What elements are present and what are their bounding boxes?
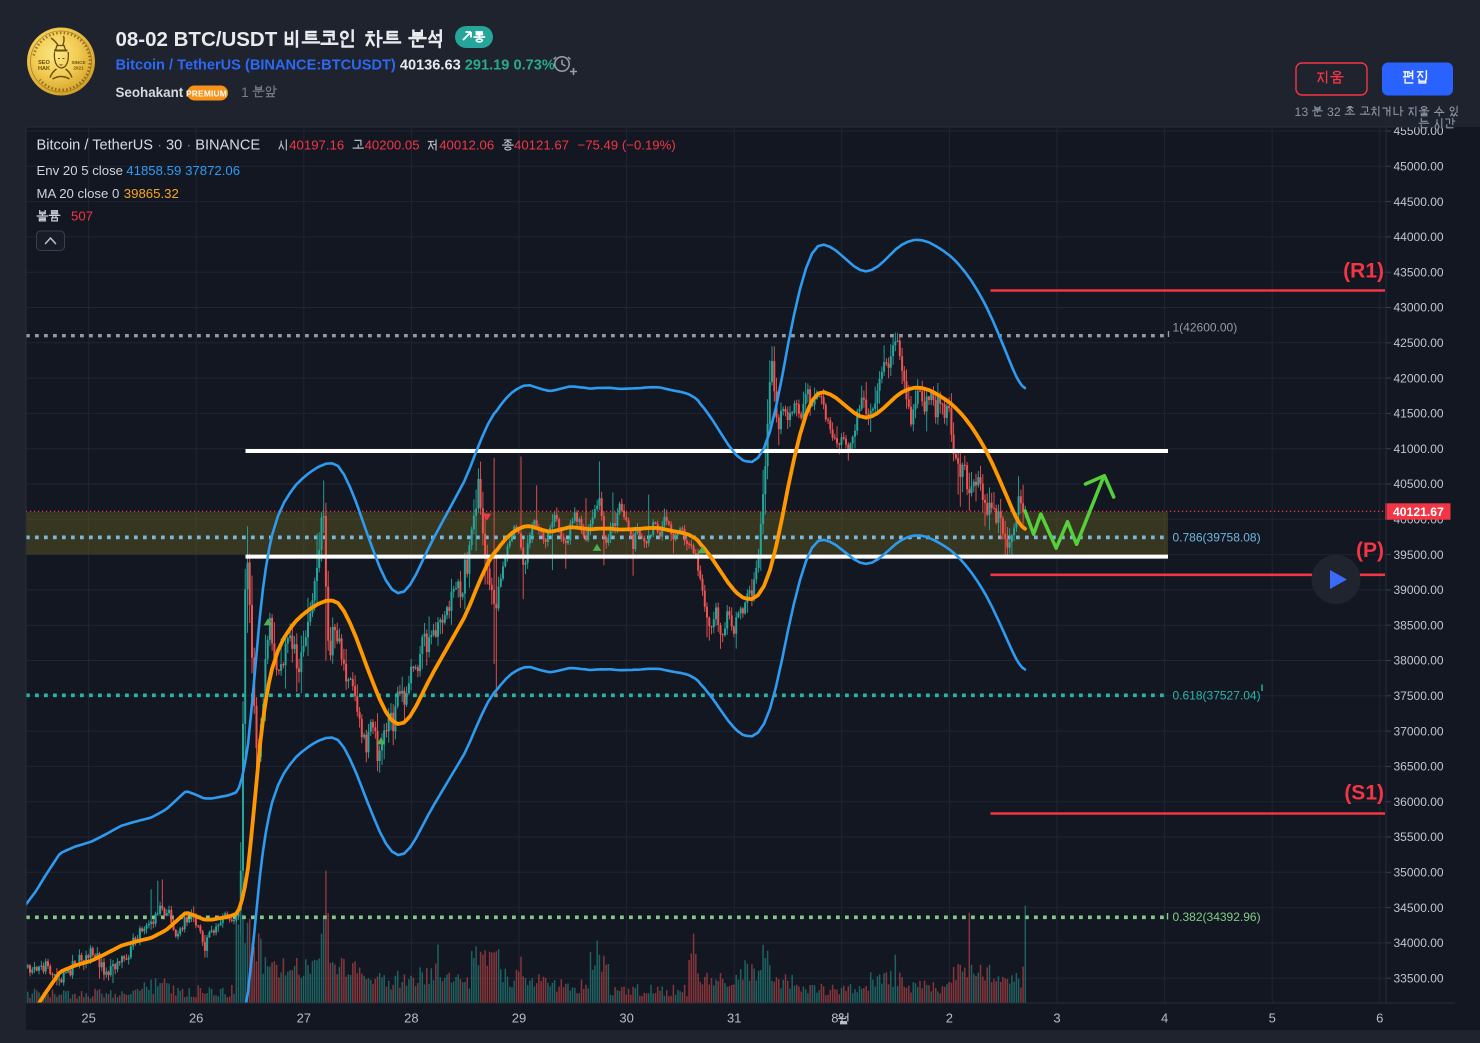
- svg-text:(S1): (S1): [1344, 782, 1384, 805]
- svg-text:−75.49 (−0.19%): −75.49 (−0.19%): [578, 138, 676, 153]
- svg-text:40200.05: 40200.05: [365, 138, 420, 153]
- svg-text:6: 6: [1376, 1011, 1383, 1026]
- svg-text:41500.00: 41500.00: [1394, 407, 1444, 421]
- svg-text:37872.06: 37872.06: [185, 163, 240, 178]
- svg-text:4: 4: [1161, 1011, 1168, 1026]
- svg-text:35500.00: 35500.00: [1394, 830, 1444, 844]
- svg-text:40197.16: 40197.16: [289, 138, 344, 153]
- svg-text:36000.00: 36000.00: [1394, 795, 1444, 809]
- svg-text:0.618(37527.04): 0.618(37527.04): [1173, 688, 1261, 702]
- svg-text:3: 3: [1053, 1011, 1060, 1026]
- svg-text:34000.00: 34000.00: [1394, 936, 1444, 950]
- svg-text:2021: 2021: [73, 66, 84, 71]
- svg-text:29: 29: [512, 1011, 526, 1026]
- svg-text:27: 27: [297, 1011, 311, 1026]
- svg-text:Bitcoin / TetherUS · 30 · BINA: Bitcoin / TetherUS · 30 · BINANCE: [37, 138, 261, 154]
- svg-text:1: 1: [241, 84, 249, 100]
- svg-text:39500.00: 39500.00: [1394, 548, 1444, 562]
- svg-text:41000.00: 41000.00: [1394, 442, 1444, 456]
- svg-text:38500.00: 38500.00: [1394, 618, 1444, 632]
- svg-text:40121.67: 40121.67: [1393, 505, 1444, 519]
- svg-text:36500.00: 36500.00: [1394, 760, 1444, 774]
- svg-text:(R1): (R1): [1343, 260, 1384, 283]
- svg-text:Seohakant: Seohakant: [116, 85, 184, 100]
- svg-text:42500.00: 42500.00: [1394, 336, 1444, 350]
- svg-text:2: 2: [946, 1011, 953, 1026]
- svg-text:08-02 BTC/USDT: 08-02 BTC/USDT: [116, 28, 278, 51]
- svg-text:SEO: SEO: [38, 60, 50, 66]
- svg-text:26: 26: [189, 1011, 203, 1026]
- svg-text:32: 32: [1327, 105, 1341, 119]
- svg-text:40500.00: 40500.00: [1394, 477, 1444, 491]
- svg-text:SINCE: SINCE: [71, 60, 85, 65]
- svg-text:42000.00: 42000.00: [1394, 371, 1444, 385]
- svg-text:31: 31: [727, 1011, 741, 1026]
- svg-text:13: 13: [1295, 105, 1309, 119]
- svg-text:41858.59: 41858.59: [126, 163, 181, 178]
- svg-text:45500.00: 45500.00: [1394, 124, 1444, 138]
- svg-text:40012.06: 40012.06: [439, 138, 494, 153]
- svg-text:28: 28: [404, 1011, 418, 1026]
- svg-text:43000.00: 43000.00: [1394, 301, 1444, 315]
- svg-text:507: 507: [71, 209, 93, 224]
- svg-text:(P): (P): [1356, 539, 1384, 562]
- svg-text:44000.00: 44000.00: [1394, 230, 1444, 244]
- svg-text:8: 8: [831, 1011, 838, 1026]
- svg-text:35000.00: 35000.00: [1394, 866, 1444, 880]
- svg-text:44500.00: 44500.00: [1394, 195, 1444, 209]
- svg-text:39865.32: 39865.32: [124, 186, 179, 201]
- svg-text:PREMIUM: PREMIUM: [186, 88, 227, 98]
- svg-text:34500.00: 34500.00: [1394, 901, 1444, 915]
- svg-text:40121.67: 40121.67: [514, 138, 569, 153]
- svg-text:1(42600.00): 1(42600.00): [1173, 321, 1238, 335]
- svg-text:30: 30: [619, 1011, 633, 1026]
- svg-text:Bitcoin / TetherUS (BINANCE:BT: Bitcoin / TetherUS (BINANCE:BTCUSDT) 401…: [116, 58, 555, 74]
- svg-text:39000.00: 39000.00: [1394, 583, 1444, 597]
- svg-text:MA 20 close 0: MA 20 close 0: [37, 186, 120, 201]
- svg-text:45000.00: 45000.00: [1394, 160, 1444, 174]
- svg-text:37000.00: 37000.00: [1394, 724, 1444, 738]
- svg-text:HAK: HAK: [38, 66, 50, 72]
- svg-text:38000.00: 38000.00: [1394, 654, 1444, 668]
- svg-text:5: 5: [1269, 1011, 1276, 1026]
- svg-text:Env 20 5 close: Env 20 5 close: [37, 163, 124, 178]
- svg-text:25: 25: [81, 1011, 95, 1026]
- svg-text:0.786(39758.08): 0.786(39758.08): [1173, 531, 1261, 545]
- svg-text:43500.00: 43500.00: [1394, 265, 1444, 279]
- svg-text:33500.00: 33500.00: [1394, 971, 1444, 985]
- svg-text:0.382(34392.96): 0.382(34392.96): [1173, 910, 1261, 924]
- svg-text:37500.00: 37500.00: [1394, 689, 1444, 703]
